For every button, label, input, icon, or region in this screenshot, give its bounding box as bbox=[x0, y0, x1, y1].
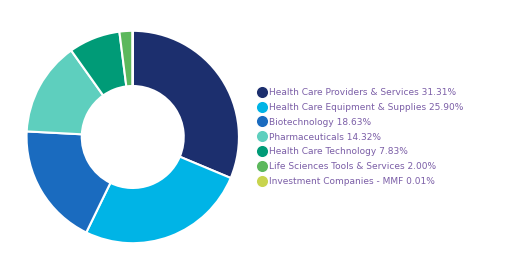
Wedge shape bbox=[27, 132, 110, 232]
Wedge shape bbox=[27, 50, 103, 134]
Wedge shape bbox=[71, 32, 126, 95]
Wedge shape bbox=[86, 157, 230, 243]
Wedge shape bbox=[133, 31, 239, 178]
Wedge shape bbox=[119, 31, 133, 86]
Legend: Health Care Providers & Services 31.31%, Health Care Equipment & Supplies 25.90%: Health Care Providers & Services 31.31%,… bbox=[257, 85, 466, 189]
